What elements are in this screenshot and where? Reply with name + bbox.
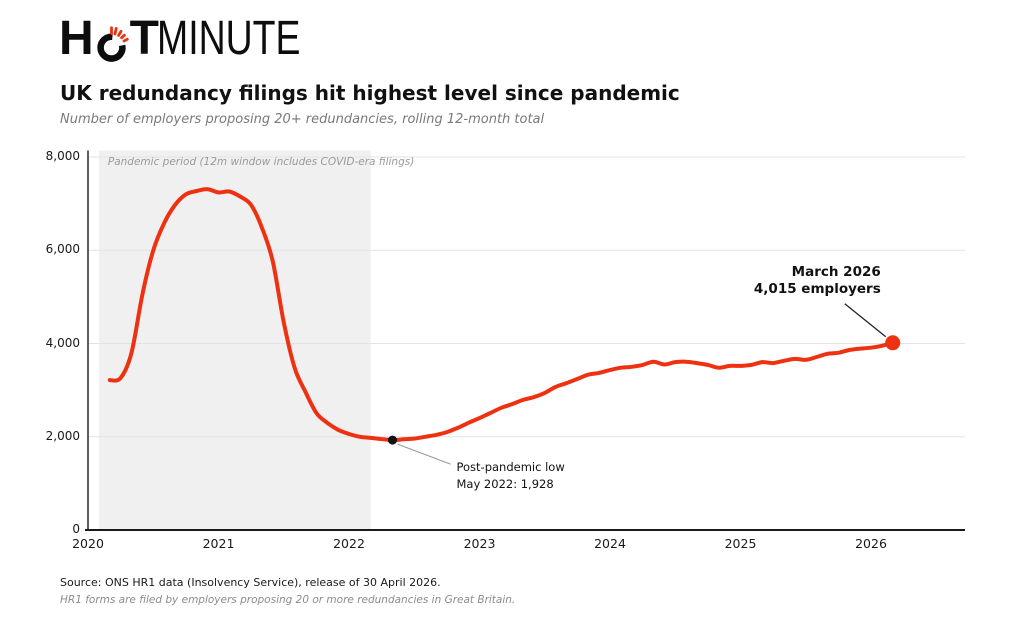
logo-t-letter: T bbox=[129, 12, 159, 65]
y-tick-4,000: 4,000 bbox=[45, 335, 80, 350]
logo-minute-text: MINUTE bbox=[157, 12, 301, 65]
hot-o-dial-icon bbox=[97, 26, 129, 62]
x-tick-2025: 2025 bbox=[724, 536, 757, 551]
hotminute-logo: H T MINUTE bbox=[59, 13, 341, 63]
x-tick-2026: 2026 bbox=[855, 536, 887, 551]
methodology-footnote: HR1 forms are filed by employers proposi… bbox=[60, 594, 516, 606]
x-tick-2020: 2020 bbox=[72, 536, 104, 551]
logo-h-letter: H bbox=[59, 12, 94, 65]
x-tick-2022: 2022 bbox=[333, 536, 365, 551]
latest-annotation-line1: March 2026 bbox=[791, 263, 881, 280]
post-pandemic-low-dot bbox=[388, 435, 397, 445]
pandemic-region-band bbox=[98, 150, 371, 530]
low-annotation-line1: Post-pandemic low bbox=[456, 460, 565, 475]
latest-value-annotation: March 2026 4,015 employers bbox=[683, 264, 881, 299]
post-pandemic-low-annotation: Post-pandemic low May 2022: 1,928 bbox=[457, 459, 565, 493]
y-tick-6,000: 6,000 bbox=[45, 242, 80, 257]
low-leader-line bbox=[397, 443, 451, 465]
x-tick-2021: 2021 bbox=[202, 536, 235, 551]
latest-annotation-line2: 4,015 employers bbox=[753, 281, 881, 298]
page-title: UK redundancy filings hit highest level … bbox=[60, 81, 680, 105]
page-subtitle: Number of employers proposing 20+ redund… bbox=[60, 112, 545, 127]
y-tick-8,000: 8,000 bbox=[45, 149, 80, 163]
latest-leader-line bbox=[844, 303, 887, 338]
redundancies-line-series bbox=[107, 187, 895, 443]
y-tick-0: 0 bbox=[72, 522, 80, 536]
pandemic-region-label: Pandemic period (12m window includes COV… bbox=[107, 156, 415, 168]
source-note: Source: ONS HR1 data (Insolvency Service… bbox=[60, 576, 441, 589]
latest-value-dot bbox=[885, 335, 901, 351]
x-tick-2023: 2023 bbox=[463, 536, 496, 551]
x-tick-2024: 2024 bbox=[594, 536, 626, 551]
y-tick-2,000: 2,000 bbox=[45, 428, 80, 443]
low-annotation-line2: May 2022: 1,928 bbox=[456, 477, 554, 492]
